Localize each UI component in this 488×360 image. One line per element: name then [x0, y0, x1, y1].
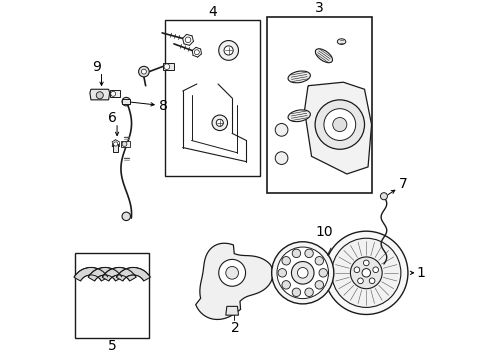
- Circle shape: [218, 260, 245, 286]
- Circle shape: [163, 64, 169, 69]
- Circle shape: [324, 231, 407, 315]
- Circle shape: [113, 142, 118, 146]
- Circle shape: [304, 249, 313, 258]
- Circle shape: [292, 288, 300, 297]
- Circle shape: [353, 267, 359, 273]
- Bar: [122, 99, 130, 104]
- Text: 9: 9: [92, 60, 101, 74]
- Circle shape: [225, 266, 238, 279]
- Circle shape: [275, 123, 287, 136]
- Circle shape: [282, 280, 290, 289]
- Circle shape: [138, 66, 149, 77]
- Bar: [113, 144, 118, 152]
- Bar: [121, 141, 129, 147]
- Text: 1: 1: [416, 266, 425, 280]
- Bar: [165, 21, 260, 176]
- Text: 7: 7: [398, 176, 407, 190]
- Bar: [109, 90, 120, 98]
- Bar: [163, 63, 174, 70]
- Circle shape: [297, 267, 307, 278]
- Circle shape: [314, 257, 323, 265]
- Circle shape: [122, 212, 130, 221]
- Circle shape: [380, 193, 386, 200]
- Circle shape: [194, 50, 199, 55]
- Circle shape: [323, 109, 355, 140]
- Ellipse shape: [337, 39, 345, 44]
- Text: 5: 5: [107, 339, 116, 353]
- PathPatch shape: [304, 82, 371, 174]
- Circle shape: [218, 41, 238, 60]
- Circle shape: [224, 46, 233, 55]
- Text: 8: 8: [159, 99, 167, 113]
- Circle shape: [275, 152, 287, 165]
- Polygon shape: [225, 306, 238, 315]
- Text: 6: 6: [107, 111, 116, 125]
- Circle shape: [331, 238, 400, 307]
- Circle shape: [122, 141, 127, 147]
- Circle shape: [304, 288, 313, 297]
- Polygon shape: [74, 267, 108, 281]
- Polygon shape: [102, 267, 136, 281]
- Circle shape: [282, 257, 290, 265]
- Circle shape: [372, 267, 378, 273]
- Circle shape: [141, 69, 146, 74]
- Circle shape: [276, 247, 328, 298]
- Circle shape: [278, 269, 286, 277]
- Polygon shape: [116, 267, 150, 281]
- Circle shape: [318, 269, 327, 277]
- Circle shape: [292, 249, 300, 258]
- Polygon shape: [88, 267, 122, 281]
- Circle shape: [212, 115, 227, 131]
- Circle shape: [363, 260, 368, 266]
- Text: 2: 2: [231, 320, 240, 334]
- Circle shape: [96, 92, 103, 99]
- Circle shape: [357, 278, 363, 284]
- Circle shape: [216, 119, 223, 126]
- Circle shape: [271, 242, 333, 304]
- Polygon shape: [195, 243, 272, 319]
- Bar: [267, 17, 371, 193]
- Text: 3: 3: [314, 1, 323, 15]
- Ellipse shape: [287, 110, 310, 122]
- Text: 4: 4: [208, 5, 217, 19]
- Circle shape: [185, 37, 190, 43]
- Circle shape: [350, 257, 382, 289]
- Circle shape: [332, 117, 346, 132]
- Circle shape: [291, 261, 313, 284]
- Circle shape: [314, 100, 364, 149]
- Polygon shape: [90, 89, 109, 100]
- Circle shape: [361, 269, 370, 277]
- Circle shape: [368, 278, 374, 284]
- Ellipse shape: [287, 71, 310, 83]
- Ellipse shape: [315, 49, 332, 63]
- Bar: [75, 253, 149, 338]
- Circle shape: [122, 98, 130, 106]
- Text: 10: 10: [314, 225, 332, 239]
- Circle shape: [110, 91, 116, 96]
- Circle shape: [314, 280, 323, 289]
